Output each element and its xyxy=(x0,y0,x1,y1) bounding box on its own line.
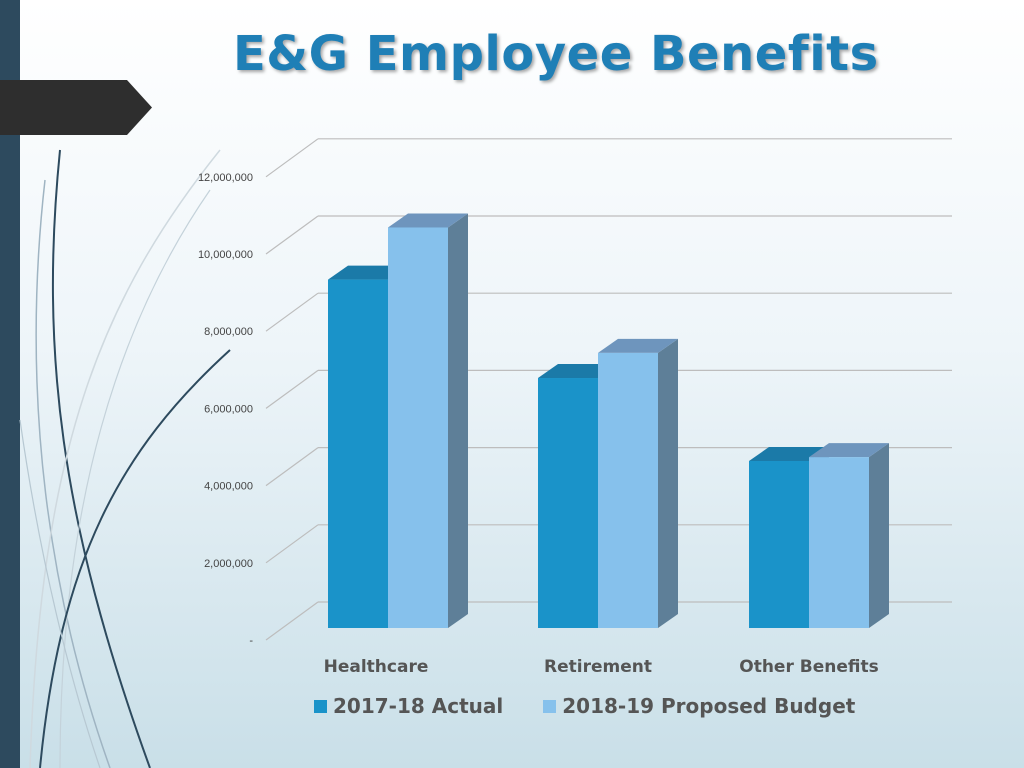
gridline-diagonal xyxy=(265,292,319,332)
legend-item-actual: 2017-18 Actual xyxy=(314,694,503,718)
bar xyxy=(749,461,809,628)
bar xyxy=(538,378,598,628)
y-tick-label: 2,000,000 xyxy=(204,558,253,570)
legend-item-proposed: 2018-19 Proposed Budget xyxy=(543,694,855,718)
bar xyxy=(809,457,869,628)
bar xyxy=(328,279,388,628)
y-tick-label: 12,000,000 xyxy=(198,172,253,184)
bar-top xyxy=(388,213,468,228)
title-arrow-tab xyxy=(0,80,152,135)
legend-swatch-proposed xyxy=(543,699,557,713)
bar-top xyxy=(809,443,889,458)
y-tick-label: 6,000,000 xyxy=(204,403,253,415)
bar-side xyxy=(869,443,889,628)
bar-side xyxy=(658,338,678,628)
legend-swatch-actual xyxy=(314,699,327,713)
bar xyxy=(598,352,658,628)
y-tick-label: 10,000,000 xyxy=(198,249,253,261)
y-tick-label: 8,000,000 xyxy=(204,326,253,338)
legend-label-actual: 2017-18 Actual xyxy=(333,694,504,718)
gridline-diagonal xyxy=(265,524,319,564)
bar xyxy=(388,227,448,628)
legend: 2017-18 Actual 2018-19 Proposed Budget xyxy=(314,694,855,718)
gridline-diagonal xyxy=(265,138,319,178)
category-label: Healthcare xyxy=(324,657,429,677)
gridline-diagonal xyxy=(265,447,319,487)
legend-label-proposed: 2018-19 Proposed Budget xyxy=(562,694,856,718)
gridline-diagonal xyxy=(265,601,319,641)
page-title: E&G Employee Benefits xyxy=(233,26,879,82)
gridline-diagonal xyxy=(265,215,319,255)
side-bar xyxy=(0,0,20,768)
category-label: Other Benefits xyxy=(739,657,878,677)
category-label: Retirement xyxy=(544,657,652,677)
y-tick-label: 4,000,000 xyxy=(204,481,253,493)
gridline-diagonal xyxy=(265,369,319,409)
bar-top xyxy=(598,338,678,353)
y-tick-label: - xyxy=(249,635,253,647)
bar-side xyxy=(448,213,468,628)
decorative-curves xyxy=(19,149,231,768)
